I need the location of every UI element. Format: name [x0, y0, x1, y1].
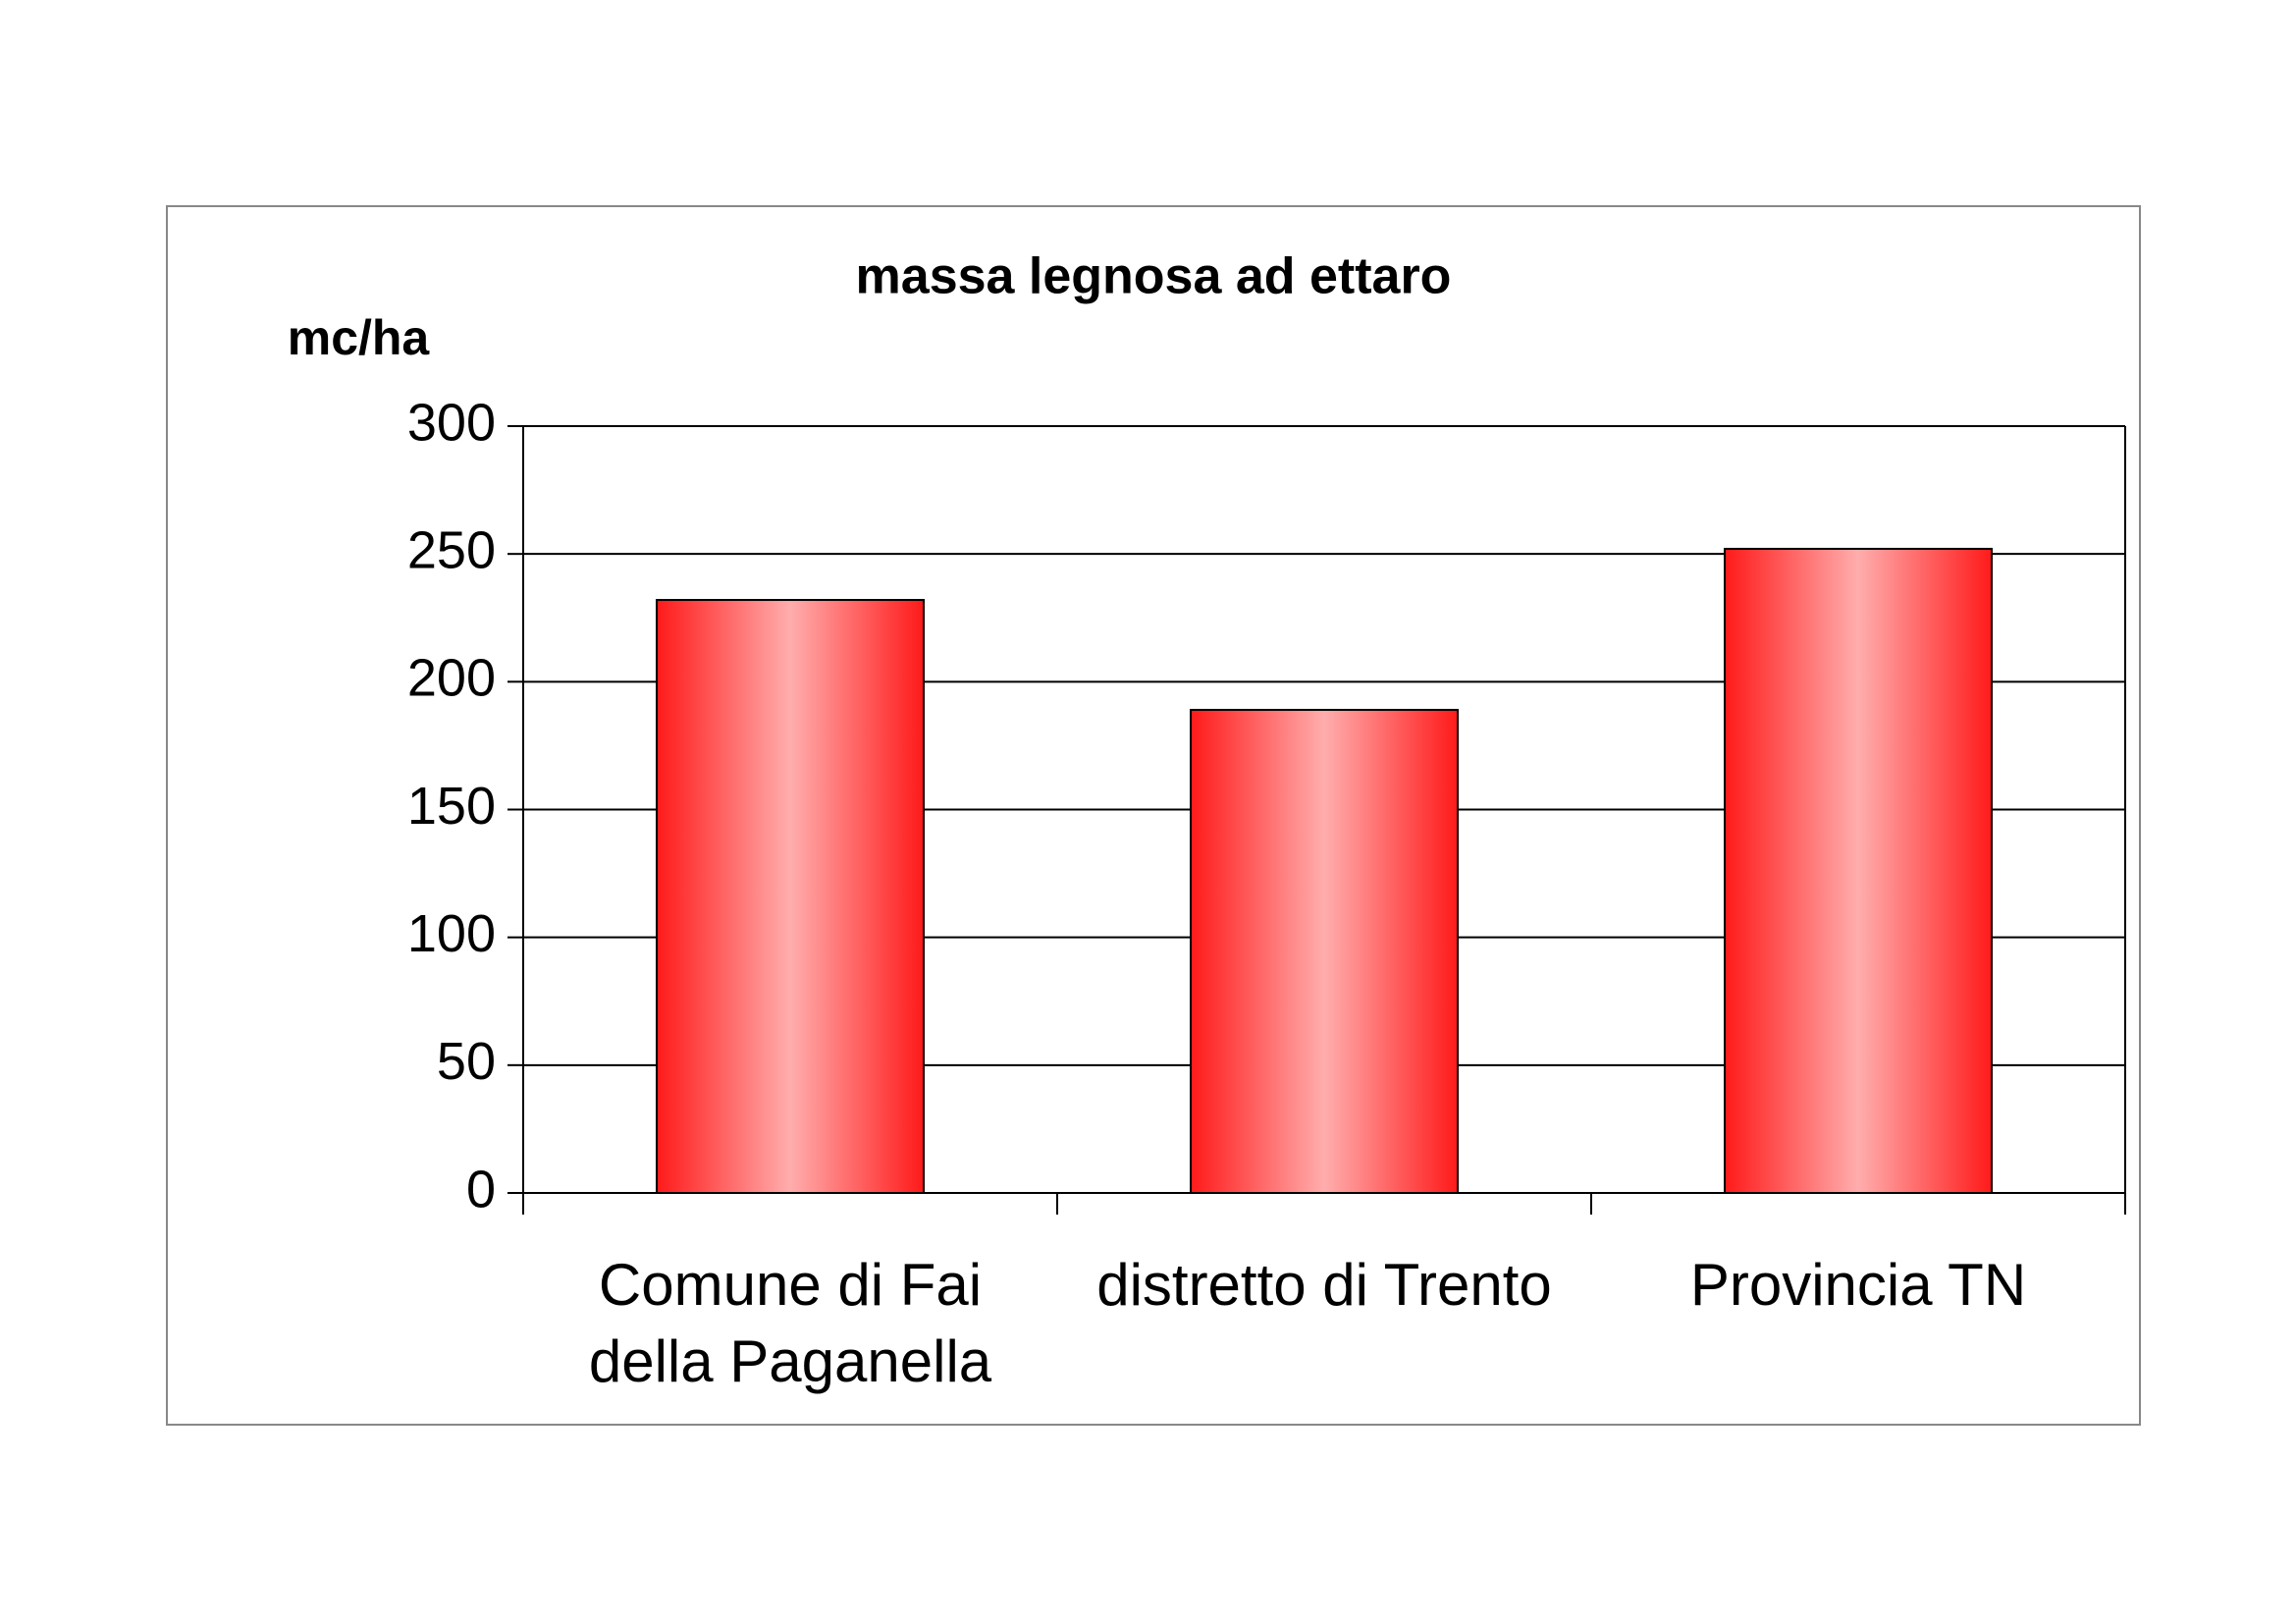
bar: [656, 599, 925, 1194]
bar: [1724, 547, 1993, 1194]
x-label-box: Comune di Fai della Paganella: [588, 1252, 992, 1394]
y-tick-label: 250: [407, 520, 496, 579]
x-label-box: distretto di Trento: [1096, 1252, 1552, 1318]
y-tick-label: 300: [407, 393, 496, 452]
x-tick-label: Provincia TN: [1689, 1252, 2027, 1318]
y-tick-label: 100: [407, 904, 496, 963]
y-tick-label: 50: [437, 1032, 496, 1091]
x-label-box: Provincia TN: [1689, 1252, 2027, 1318]
x-tick-label: distretto di Trento: [1096, 1252, 1552, 1318]
chart-title: massa legnosa ad ettaro: [856, 248, 1452, 305]
y-tick-label: 150: [407, 777, 496, 836]
bar: [1190, 708, 1459, 1194]
x-tick-label: Comune di Fai della Paganella: [588, 1252, 992, 1394]
y-tick-label: 200: [407, 649, 496, 708]
y-tick-label: 0: [466, 1160, 496, 1218]
y-axis-label: mc/ha: [288, 310, 431, 365]
